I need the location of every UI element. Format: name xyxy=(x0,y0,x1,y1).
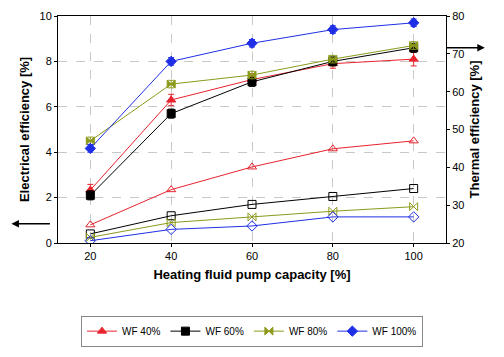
svg-text:60: 60 xyxy=(246,250,258,262)
svg-text:30: 30 xyxy=(452,199,464,211)
svg-text:Thermal efficiency [%]: Thermal efficiency [%] xyxy=(467,60,482,198)
svg-text:WF 40%: WF 40% xyxy=(122,326,160,337)
svg-text:6: 6 xyxy=(46,101,52,113)
svg-text:WF 80%: WF 80% xyxy=(289,326,327,337)
svg-text:4: 4 xyxy=(46,146,52,158)
svg-text:50: 50 xyxy=(452,123,464,135)
svg-text:80: 80 xyxy=(327,250,339,262)
svg-text:100: 100 xyxy=(404,250,422,262)
svg-text:WF 100%: WF 100% xyxy=(372,326,416,337)
svg-text:Heating fluid pump capacity [%: Heating fluid pump capacity [%] xyxy=(153,267,350,282)
svg-text:10: 10 xyxy=(40,10,52,22)
svg-text:WF 60%: WF 60% xyxy=(205,326,243,337)
svg-text:60: 60 xyxy=(452,86,464,98)
svg-text:8: 8 xyxy=(46,55,52,67)
svg-text:40: 40 xyxy=(165,250,177,262)
svg-text:40: 40 xyxy=(452,161,464,173)
svg-text:20: 20 xyxy=(452,237,464,249)
svg-text:Electrical efficiency [%]: Electrical efficiency [%] xyxy=(17,57,32,202)
svg-text:20: 20 xyxy=(84,250,96,262)
svg-text:80: 80 xyxy=(452,10,464,22)
svg-text:2: 2 xyxy=(46,191,52,203)
svg-text:70: 70 xyxy=(452,48,464,60)
svg-text:0: 0 xyxy=(46,237,52,249)
